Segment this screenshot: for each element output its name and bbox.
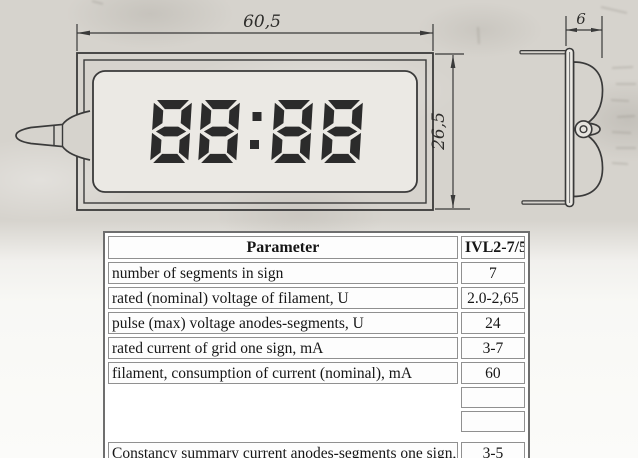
param-cell-blank <box>108 387 458 408</box>
param-column-header: Parameter <box>108 236 458 259</box>
table-header-row: Parameter IVL2-7/5 <box>108 236 525 259</box>
display-window <box>92 70 418 193</box>
param-cell: rated (nominal) voltage of filament, U <box>108 287 458 309</box>
value-cell: 60 <box>460 362 525 384</box>
exhaust-tip <box>15 110 91 161</box>
param-cell: number of segments in sign <box>108 262 458 284</box>
param-cell: Constancy summary current anodes-segment… <box>108 442 458 458</box>
technical-drawing: 88:88 60,5 26,5 <box>15 0 636 211</box>
dim-height-label: 26,5 <box>429 112 449 151</box>
arrowhead-left <box>77 30 90 36</box>
table-row: rated (nominal) voltage of filament, U 2… <box>108 287 525 309</box>
table-spacer-row <box>108 435 525 439</box>
param-cell: filament, consumption of current (nomina… <box>108 362 458 384</box>
side-tip-circle-inner <box>579 125 588 134</box>
table-row: number of segments in sign 7 <box>108 262 525 284</box>
device-column-header: IVL2-7/5 <box>460 236 525 259</box>
scan-ghost-marks <box>91 0 636 165</box>
value-cell-empty <box>460 411 525 432</box>
front-view <box>76 52 434 211</box>
table-row: filament, consumption of current (nomina… <box>108 362 525 384</box>
value-cell: 2.0-2,65 <box>460 287 525 309</box>
value-cell: 3-5 <box>460 442 525 458</box>
side-pin-top <box>519 49 568 55</box>
param-cell: pulse (max) voltage anodes-segments, U <box>108 312 458 334</box>
param-cell: rated current of grid one sign, mA <box>108 337 458 359</box>
arrowhead-right <box>591 27 602 33</box>
value-cell: 24 <box>460 312 525 334</box>
exhaust-tip-outline <box>15 110 91 161</box>
dimension-width: 60,5 <box>76 12 434 51</box>
dimension-height: 26,5 <box>429 53 470 210</box>
display-digits: 88:88 <box>150 100 363 163</box>
table-row: pulse (max) voltage anodes-segments, U 2… <box>108 312 525 334</box>
arrowhead-up <box>450 55 456 68</box>
table-row-empty <box>108 387 525 408</box>
side-view <box>519 47 604 208</box>
table-row: rated current of grid one sign, mA 3-7 <box>108 337 525 359</box>
arrowhead-right <box>420 30 433 36</box>
arrowhead-down <box>450 195 456 208</box>
arrowhead-left <box>566 27 577 33</box>
dim-width-label: 60,5 <box>243 12 281 32</box>
dim-depth-label: 6 <box>576 10 586 28</box>
value-cell-empty <box>460 387 525 408</box>
param-cell-blank <box>108 411 458 432</box>
table-row-empty <box>108 411 525 432</box>
side-tip-circle-outer <box>574 120 593 139</box>
side-pin-bottom <box>521 200 569 205</box>
exhaust-tip-fill <box>16 111 90 160</box>
colon-dots <box>250 112 262 149</box>
spec-table: Parameter IVL2-7/5 number of segments in… <box>103 231 530 458</box>
table-row: Constancy summary current anodes-segment… <box>108 442 525 458</box>
value-cell: 7 <box>460 262 525 284</box>
value-cell: 3-7 <box>460 337 525 359</box>
dimension-depth: 6 <box>565 10 603 58</box>
